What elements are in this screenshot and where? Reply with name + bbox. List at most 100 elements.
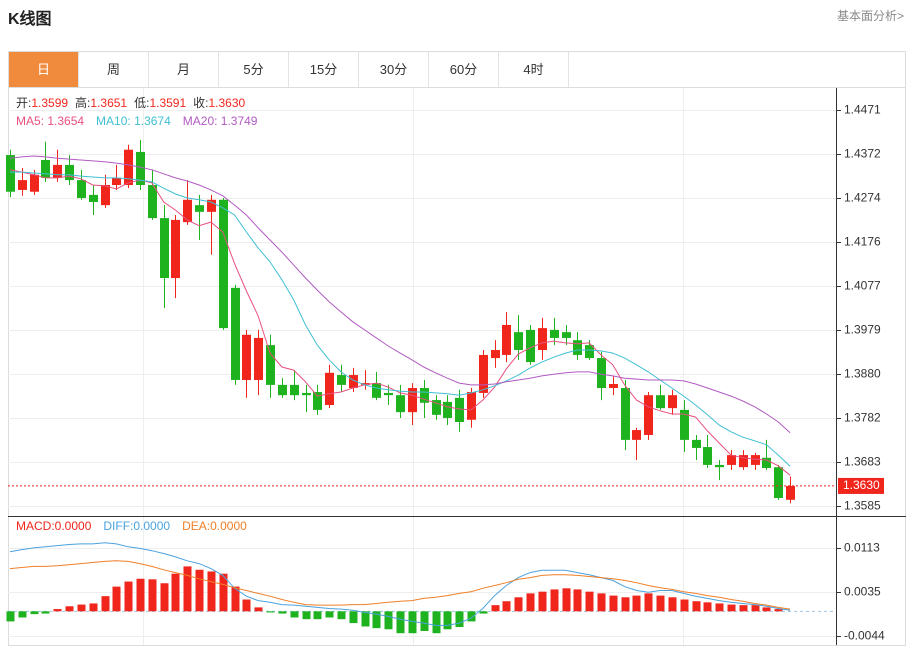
candle-body <box>136 151 145 186</box>
macd-bar <box>692 601 701 612</box>
candle-body <box>18 180 27 190</box>
candle-body <box>112 177 121 186</box>
macd-bar <box>656 595 665 612</box>
candle-body <box>278 384 287 396</box>
macd-bar <box>585 591 594 612</box>
tab[interactable]: 5分 <box>219 52 289 87</box>
macd-bar <box>538 591 547 612</box>
macd-bar <box>668 597 677 612</box>
candle-body <box>467 392 476 420</box>
macd-bar <box>502 601 511 612</box>
y-tick-label: 0.0035 <box>844 585 881 599</box>
candle-body <box>266 345 275 385</box>
candle-body <box>313 392 322 410</box>
legend: MA5: 1.3654 MA10: 1.3674 MA20: 1.3749 <box>16 114 258 128</box>
macd-bar <box>644 593 653 612</box>
y-tick-label: 1.3683 <box>844 455 881 469</box>
y-tick-label: 0.0113 <box>844 541 880 555</box>
candle-body <box>692 439 701 448</box>
legend-entry: DEA:0.0000 <box>182 519 247 533</box>
macd-bar <box>101 596 110 612</box>
candle-body <box>786 485 795 500</box>
candle-body <box>455 397 464 422</box>
macd-bar <box>254 607 263 612</box>
page-title: K线图 <box>8 11 52 28</box>
candle-body <box>609 383 618 389</box>
candle-body <box>739 455 748 468</box>
info-label: 收: <box>193 96 208 110</box>
candle-body <box>372 383 381 398</box>
candle-body <box>703 447 712 465</box>
candle-body <box>349 375 358 389</box>
macd-bar <box>65 606 74 612</box>
chart-frame <box>8 51 906 646</box>
candle-body <box>195 205 204 212</box>
tab[interactable]: 15分 <box>289 52 359 87</box>
info-label: 开: <box>16 96 31 110</box>
indicator-line <box>9 169 791 476</box>
macd-bar <box>514 597 523 612</box>
macd-bar <box>432 611 441 634</box>
y-tick-label: -0.0044 <box>844 629 885 643</box>
indicator-line <box>10 171 791 467</box>
info-value: 1.3651 <box>90 96 127 110</box>
candle-body <box>443 401 452 418</box>
macd-bar <box>774 609 783 612</box>
tab[interactable]: 4时 <box>499 52 569 87</box>
legend: MACD:0.0000 DIFF:0.0000 DEA:0.0000 <box>16 519 247 533</box>
candle-body <box>597 358 606 389</box>
macd-bar <box>550 589 559 612</box>
macd-bar <box>361 611 370 627</box>
candle-body <box>491 350 500 359</box>
y-tick-label: 1.3782 <box>844 411 881 425</box>
candle-body <box>384 392 393 396</box>
macd-bar <box>349 611 358 624</box>
macd-bar <box>266 611 275 613</box>
macd-bar <box>715 603 724 612</box>
macd-bar <box>727 604 736 612</box>
y-tick-label: 1.4274 <box>844 191 881 205</box>
macd-bar <box>207 571 216 612</box>
info-label: 高: <box>75 95 90 110</box>
macd-bar <box>408 611 417 634</box>
macd-bar <box>739 605 748 612</box>
tab[interactable]: 月 <box>149 52 219 87</box>
candle-body <box>715 464 724 468</box>
candle-body <box>183 199 192 223</box>
candle-body <box>242 334 251 380</box>
candle-body <box>420 388 429 403</box>
tab[interactable]: 60分 <box>429 52 499 87</box>
macd-bar <box>632 595 641 612</box>
tab[interactable]: 30分 <box>359 52 429 87</box>
candle-body <box>101 185 110 206</box>
candle-body <box>148 185 157 219</box>
macd-bar <box>302 611 311 620</box>
candle-body <box>774 467 783 499</box>
macd-bar <box>479 611 488 614</box>
candle-body <box>77 180 86 198</box>
tab[interactable]: 日 <box>9 52 79 87</box>
macd-bar <box>160 583 169 612</box>
candle-body <box>124 149 133 186</box>
tab[interactable]: 周 <box>79 52 149 87</box>
candle-body <box>41 159 50 178</box>
info-label: 低: <box>134 96 149 110</box>
macd-bar <box>573 589 582 612</box>
macd-bar <box>124 581 133 612</box>
candle-body <box>632 430 641 440</box>
info-value: 1.3599 <box>31 96 68 110</box>
fundamental-link[interactable]: 基本面分析> <box>836 9 904 23</box>
macd-bar <box>372 611 381 629</box>
info-value: 1.3630 <box>208 96 245 110</box>
candle-body <box>502 324 511 355</box>
candle-body <box>680 409 689 440</box>
macd-bar <box>762 607 771 612</box>
macd-bar <box>148 579 157 612</box>
macd-bar <box>136 578 145 612</box>
info-value: 1.3591 <box>149 96 186 110</box>
candle-body <box>89 194 98 203</box>
candle-body <box>30 174 39 192</box>
macd-bar <box>526 593 535 612</box>
macd-bar <box>242 599 251 612</box>
